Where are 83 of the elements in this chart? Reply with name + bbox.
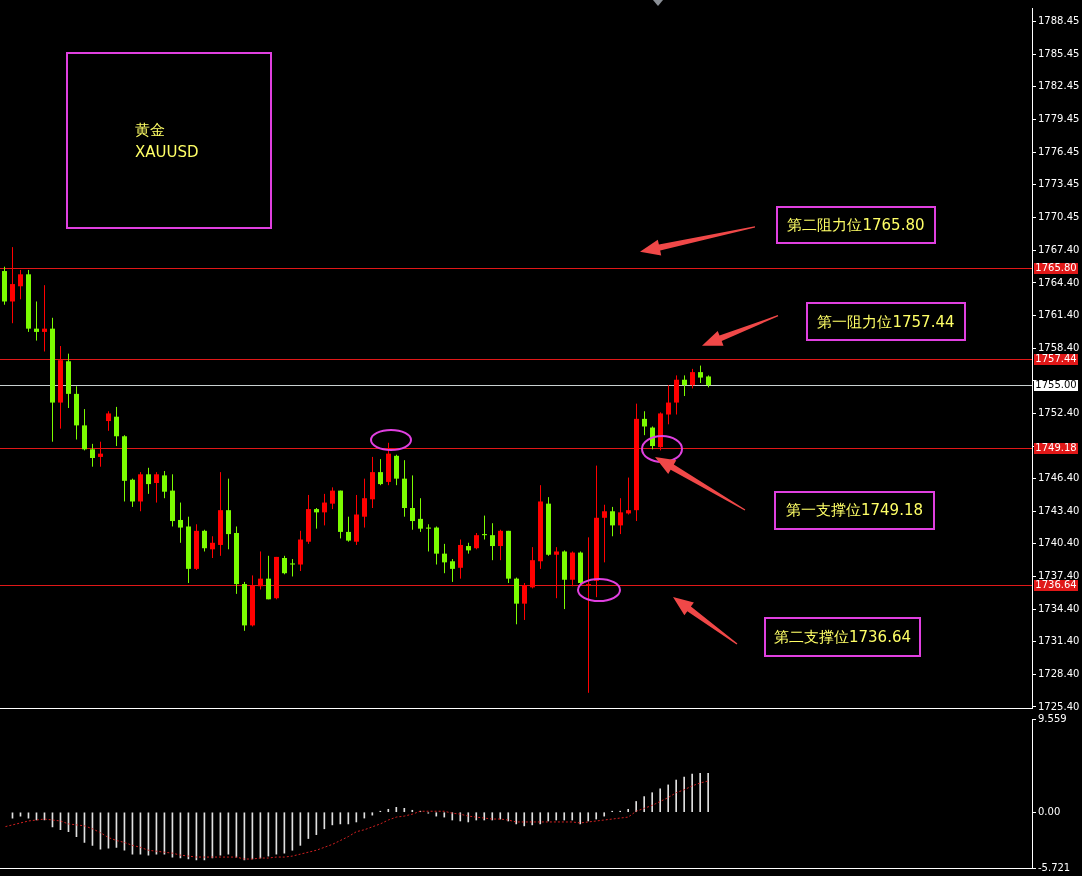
candlestick: [362, 478, 367, 529]
candlestick: [282, 555, 287, 575]
annotation: 第一阻力位1757.44: [817, 312, 955, 331]
candlestick: [458, 539, 463, 580]
candlestick: [322, 493, 327, 526]
candlestick: [410, 474, 415, 531]
y-tick-label: 1752.40: [1038, 407, 1080, 419]
y-tick-label: 1782.45: [1038, 80, 1080, 92]
candlestick: [346, 516, 351, 543]
candlestick: [314, 507, 319, 530]
candlestick: [586, 536, 591, 694]
candlestick: [178, 502, 183, 544]
candlestick: [522, 582, 527, 621]
candlestick: [266, 555, 271, 600]
y-tick-label: 1743.40: [1038, 504, 1080, 516]
y-tick-label: 1728.40: [1038, 667, 1080, 679]
candlestick: [602, 504, 607, 563]
candlestick: [498, 529, 503, 561]
candlestick: [162, 470, 167, 499]
candlestick: [618, 497, 623, 535]
y-tick-label: 1725.40: [1038, 700, 1080, 712]
y-tick-label: 1773.45: [1038, 178, 1080, 190]
candlestick: [82, 408, 87, 451]
candlestick: [210, 535, 215, 559]
y-tick-label: 1761.40: [1038, 309, 1080, 321]
y-tick-label: 1731.40: [1038, 635, 1080, 647]
y-tick-label: 0.00: [1038, 805, 1061, 817]
candlestick: [642, 410, 647, 436]
y-tick-label: 1788.45: [1038, 15, 1080, 27]
candlestick: [106, 410, 111, 432]
y-tick-label: 1776.45: [1038, 145, 1080, 157]
candlestick: [378, 458, 383, 486]
candlestick: [34, 300, 39, 342]
candlestick: [554, 546, 559, 599]
candlestick: [130, 478, 135, 508]
y-tick-label: 1740.40: [1038, 537, 1080, 549]
candlestick: [90, 443, 95, 468]
y-tick-label: 1767.40: [1038, 243, 1080, 255]
candlestick: [418, 497, 423, 533]
y-tick-label: 1737.40: [1038, 570, 1080, 582]
ref-line-label: 1755.00: [1035, 379, 1077, 391]
y-tick-label: 9.559: [1038, 712, 1067, 724]
candlestick: [258, 550, 263, 591]
ref-line-label: 1736.64: [1035, 579, 1077, 591]
y-tick-label: 1764.40: [1038, 276, 1080, 288]
candlestick: [226, 478, 231, 550]
candlestick: [682, 374, 687, 397]
candlestick: [490, 522, 495, 561]
candlestick: [114, 406, 119, 447]
candlestick: [202, 529, 207, 552]
text: 黄金: [135, 121, 165, 139]
candlestick: [442, 543, 447, 574]
ref-line-label: 1765.80: [1035, 262, 1077, 274]
candlestick: [394, 454, 399, 486]
annotation: 第一支撑位1749.18: [785, 501, 924, 519]
y-tick-label: 1758.40: [1038, 341, 1080, 353]
y-tick-label: 1734.40: [1038, 602, 1080, 614]
candlestick: [450, 558, 455, 583]
candlestick: [10, 246, 15, 324]
candlestick: [154, 471, 159, 504]
y-tick-label: 1746.40: [1038, 472, 1080, 484]
candlestick: [690, 368, 695, 389]
candlestick: [98, 441, 103, 468]
y-tick-label: 1770.45: [1038, 210, 1080, 222]
candlestick: [426, 523, 431, 552]
candlestick: [626, 477, 631, 516]
candlestick: [482, 515, 487, 541]
ref-line-label: 1749.18: [1035, 442, 1077, 454]
ref-line-label: 1757.44: [1035, 353, 1077, 365]
y-tick-label: 1785.45: [1038, 47, 1080, 59]
annotation: 第二阻力位1765.80: [787, 215, 925, 234]
y-tick-label: -5.721: [1038, 861, 1071, 873]
line-series: [4, 780, 709, 860]
candlestick: [330, 486, 335, 510]
annotation: 第二支撑位1736.64: [773, 628, 912, 646]
candlestick: [666, 384, 671, 425]
candlestick: [674, 374, 679, 416]
candlestick: [146, 467, 151, 495]
candlestick: [610, 506, 615, 537]
candlestick: [18, 269, 23, 300]
text: XAUUSD: [135, 143, 199, 161]
y-tick-label: 1779.45: [1038, 113, 1080, 125]
candlestick: [42, 284, 47, 352]
